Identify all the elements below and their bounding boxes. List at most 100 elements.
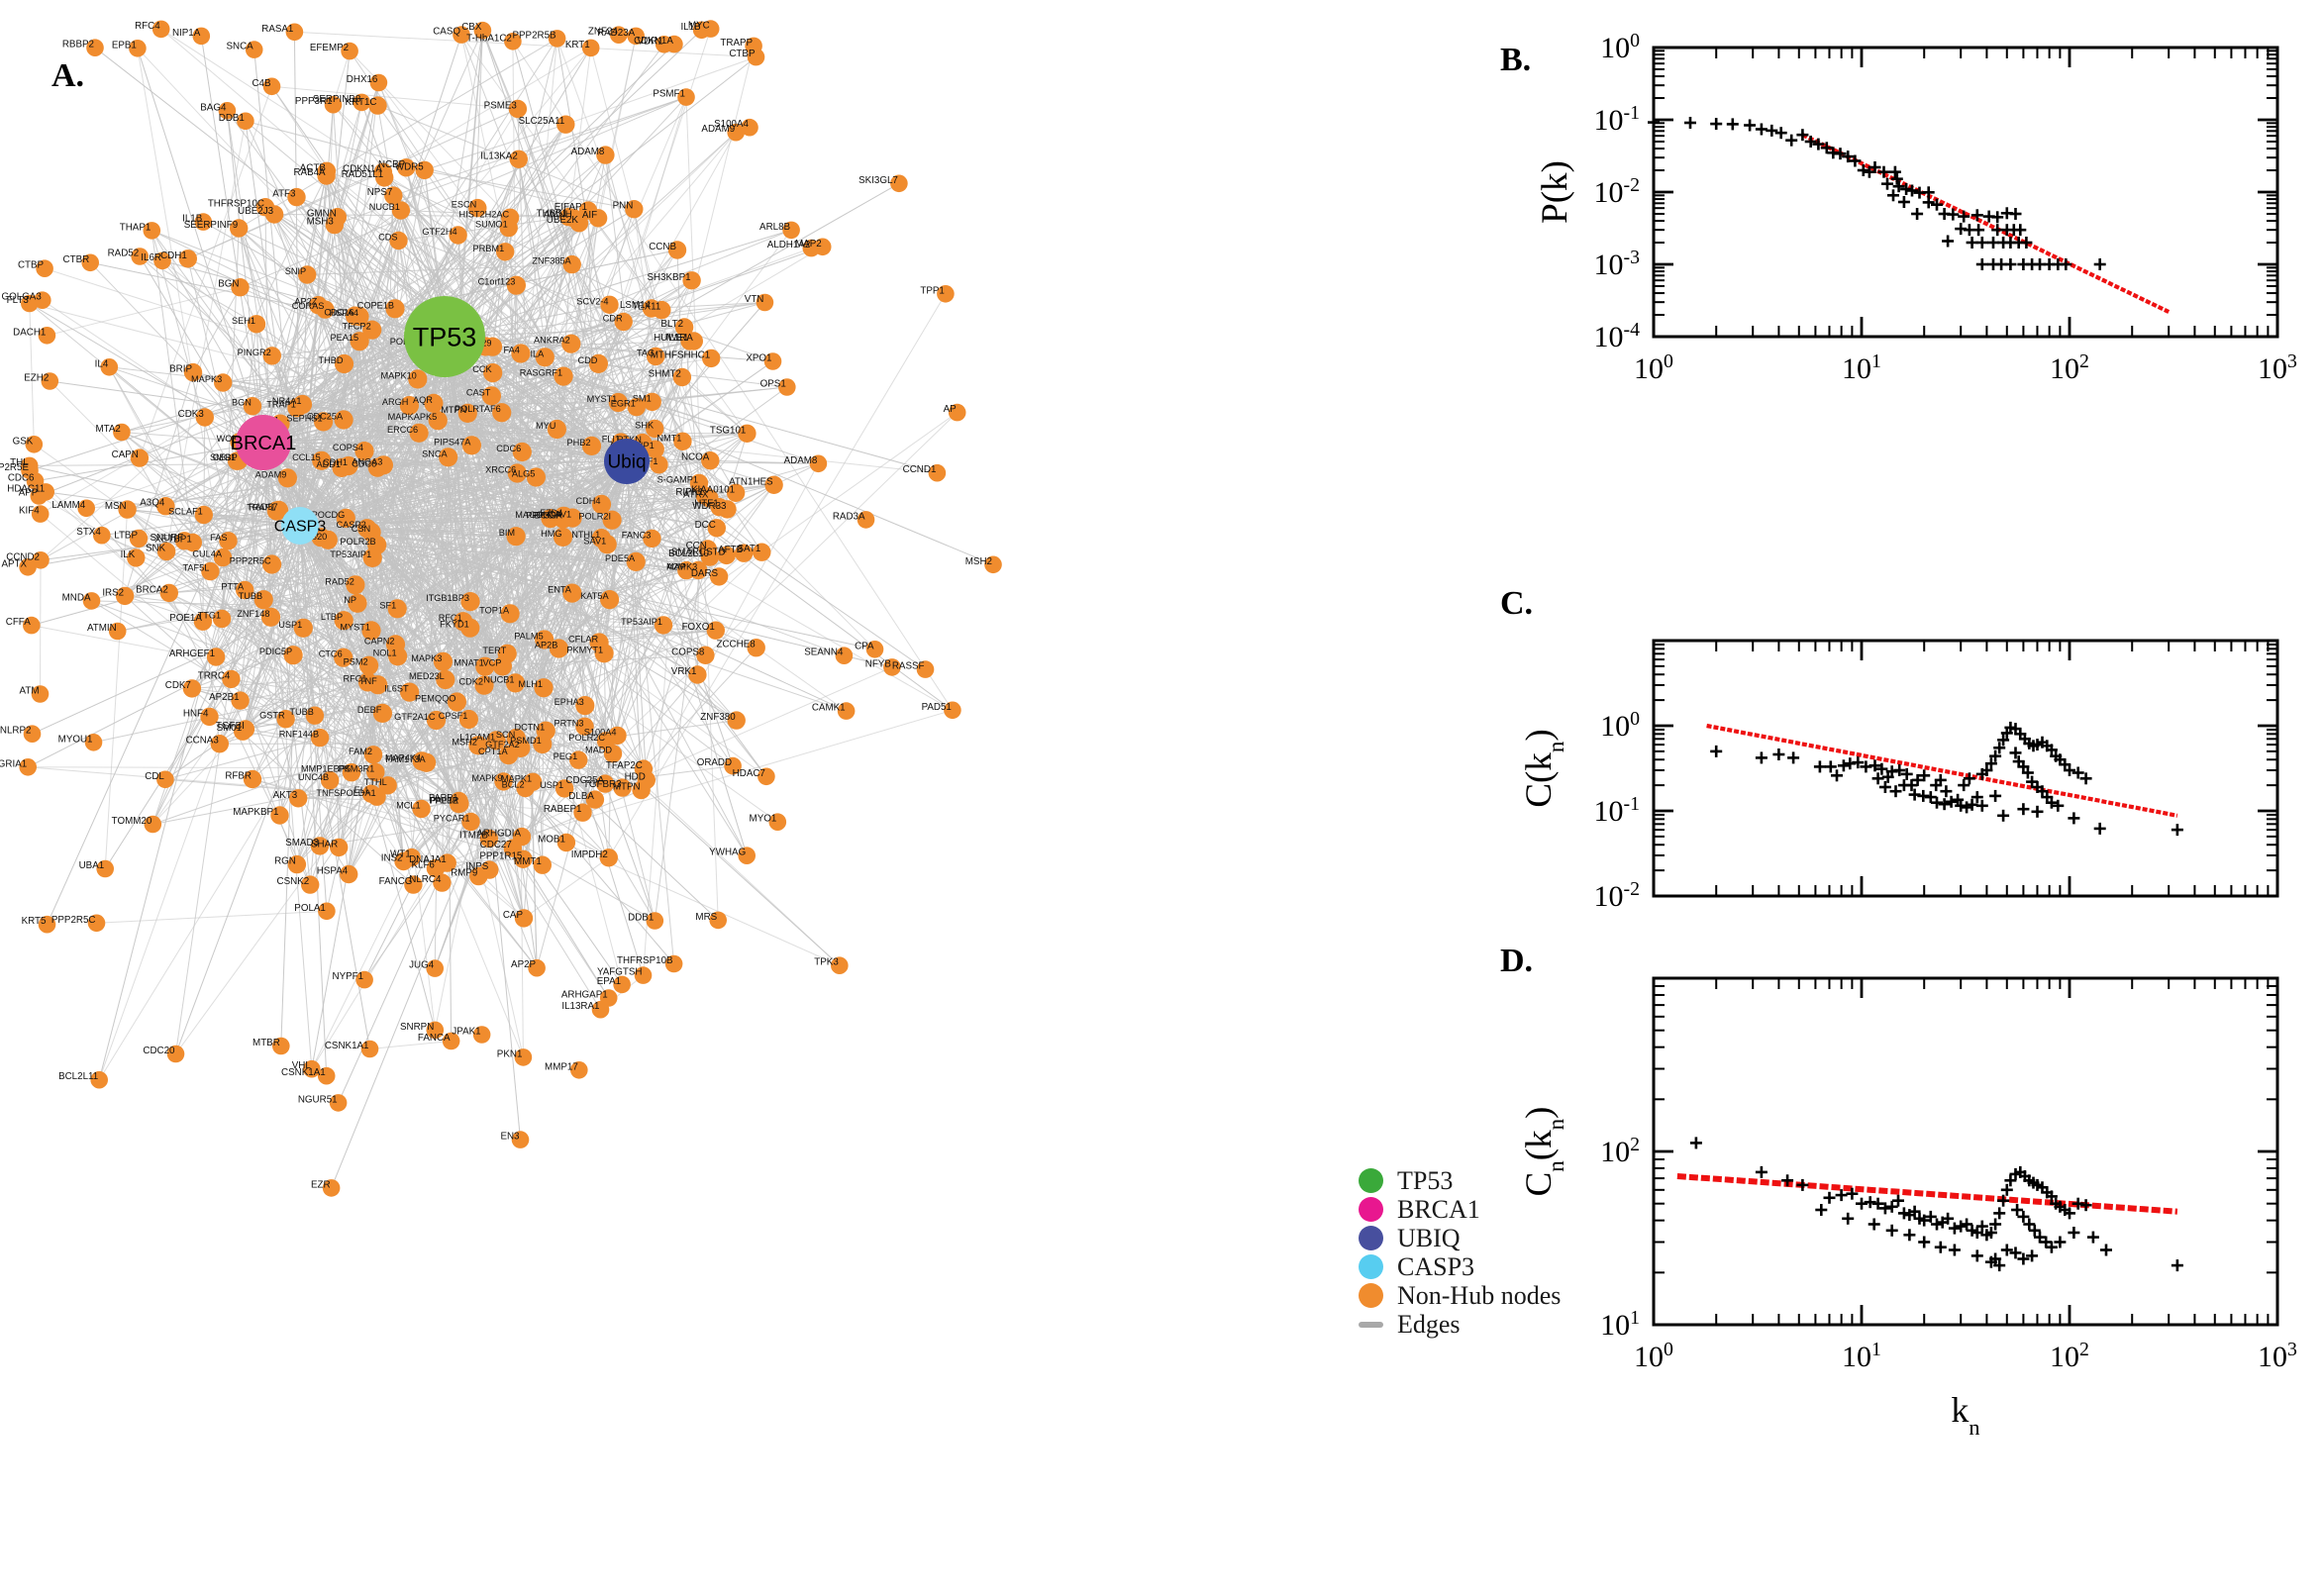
- network-node[interactable]: [397, 158, 416, 177]
- network-node[interactable]: [696, 646, 715, 664]
- network-node[interactable]: [570, 1061, 588, 1079]
- network-node[interactable]: [218, 102, 237, 120]
- network-node[interactable]: [19, 758, 37, 776]
- network-node[interactable]: [726, 483, 746, 502]
- network-node[interactable]: [262, 77, 281, 96]
- network-node[interactable]: [710, 498, 729, 517]
- network-node[interactable]: [214, 373, 233, 392]
- network-node[interactable]: [533, 734, 553, 754]
- network-node[interactable]: [108, 622, 127, 641]
- network-node[interactable]: [21, 461, 39, 480]
- network-node[interactable]: [113, 423, 131, 442]
- hub-node-casp3[interactable]: [281, 507, 319, 545]
- network-node[interactable]: [404, 875, 423, 894]
- network-node[interactable]: [614, 312, 633, 332]
- network-node[interactable]: [118, 500, 137, 519]
- network-node[interactable]: [453, 26, 470, 44]
- network-node[interactable]: [394, 851, 413, 871]
- network-node[interactable]: [439, 448, 458, 467]
- network-node[interactable]: [353, 93, 371, 112]
- network-node[interactable]: [156, 497, 175, 516]
- network-node[interactable]: [778, 378, 796, 396]
- network-node[interactable]: [511, 344, 531, 363]
- network-node[interactable]: [646, 419, 664, 439]
- network-node[interactable]: [684, 332, 703, 350]
- network-node[interactable]: [581, 39, 600, 57]
- network-node[interactable]: [475, 656, 495, 676]
- network-node[interactable]: [677, 560, 696, 580]
- network-node[interactable]: [597, 535, 617, 554]
- network-node[interactable]: [528, 958, 546, 977]
- network-node[interactable]: [677, 88, 695, 106]
- network-node[interactable]: [303, 1059, 321, 1078]
- network-node[interactable]: [342, 763, 361, 782]
- network-node[interactable]: [131, 248, 149, 265]
- network-node[interactable]: [613, 778, 632, 797]
- network-node[interactable]: [375, 168, 394, 187]
- network-node[interactable]: [603, 745, 623, 763]
- network-node[interactable]: [492, 656, 512, 676]
- network-node[interactable]: [599, 848, 618, 867]
- network-node[interactable]: [504, 33, 522, 50]
- network-node[interactable]: [627, 397, 646, 417]
- network-node[interactable]: [143, 222, 161, 240]
- network-node[interactable]: [245, 41, 263, 58]
- network-node[interactable]: [260, 607, 281, 627]
- network-node[interactable]: [276, 710, 295, 729]
- network-node[interactable]: [602, 510, 622, 530]
- network-node[interactable]: [298, 265, 317, 284]
- network-node[interactable]: [32, 551, 50, 569]
- network-node[interactable]: [183, 362, 203, 382]
- network-node[interactable]: [837, 702, 856, 720]
- network-node[interactable]: [709, 567, 729, 586]
- hub-node-tp53[interactable]: [404, 296, 485, 377]
- network-node[interactable]: [334, 353, 354, 374]
- network-node[interactable]: [496, 243, 515, 261]
- network-node[interactable]: [514, 1048, 533, 1066]
- network-node[interactable]: [354, 442, 374, 461]
- network-node[interactable]: [533, 855, 552, 874]
- network-node[interactable]: [548, 30, 566, 48]
- network-node[interactable]: [236, 720, 255, 739]
- network-node[interactable]: [508, 99, 528, 119]
- network-node[interactable]: [318, 530, 338, 549]
- network-node[interactable]: [231, 691, 250, 710]
- network-node[interactable]: [384, 186, 403, 205]
- network-node[interactable]: [559, 207, 578, 227]
- network-node[interactable]: [293, 618, 313, 638]
- network-node[interactable]: [115, 586, 135, 606]
- network-node[interactable]: [461, 436, 481, 455]
- network-node[interactable]: [272, 1037, 290, 1055]
- network-node[interactable]: [512, 827, 532, 847]
- network-node[interactable]: [266, 501, 286, 521]
- network-node[interactable]: [332, 457, 352, 477]
- network-node[interactable]: [426, 710, 447, 731]
- network-node[interactable]: [554, 506, 573, 526]
- network-node[interactable]: [813, 238, 832, 256]
- network-node[interactable]: [523, 772, 543, 791]
- network-node[interactable]: [468, 736, 488, 755]
- network-node[interactable]: [673, 432, 692, 450]
- network-node[interactable]: [436, 669, 455, 690]
- network-node[interactable]: [650, 455, 668, 474]
- network-node[interactable]: [30, 487, 49, 505]
- network-node[interactable]: [591, 1000, 610, 1019]
- network-node[interactable]: [93, 526, 111, 545]
- network-node[interactable]: [305, 706, 325, 725]
- network-node[interactable]: [596, 146, 615, 164]
- network-node[interactable]: [359, 655, 379, 675]
- network-node[interactable]: [23, 725, 42, 743]
- network-node[interactable]: [575, 696, 595, 716]
- network-node[interactable]: [709, 911, 727, 930]
- network-node[interactable]: [514, 849, 533, 868]
- network-node[interactable]: [458, 709, 478, 730]
- network-node[interactable]: [31, 685, 50, 703]
- network-node[interactable]: [442, 1032, 460, 1050]
- network-node[interactable]: [317, 161, 337, 180]
- network-node[interactable]: [763, 352, 782, 370]
- network-node[interactable]: [219, 532, 238, 550]
- network-node[interactable]: [883, 658, 901, 676]
- network-node[interactable]: [247, 315, 266, 334]
- network-node[interactable]: [312, 450, 332, 470]
- network-node[interactable]: [702, 349, 721, 368]
